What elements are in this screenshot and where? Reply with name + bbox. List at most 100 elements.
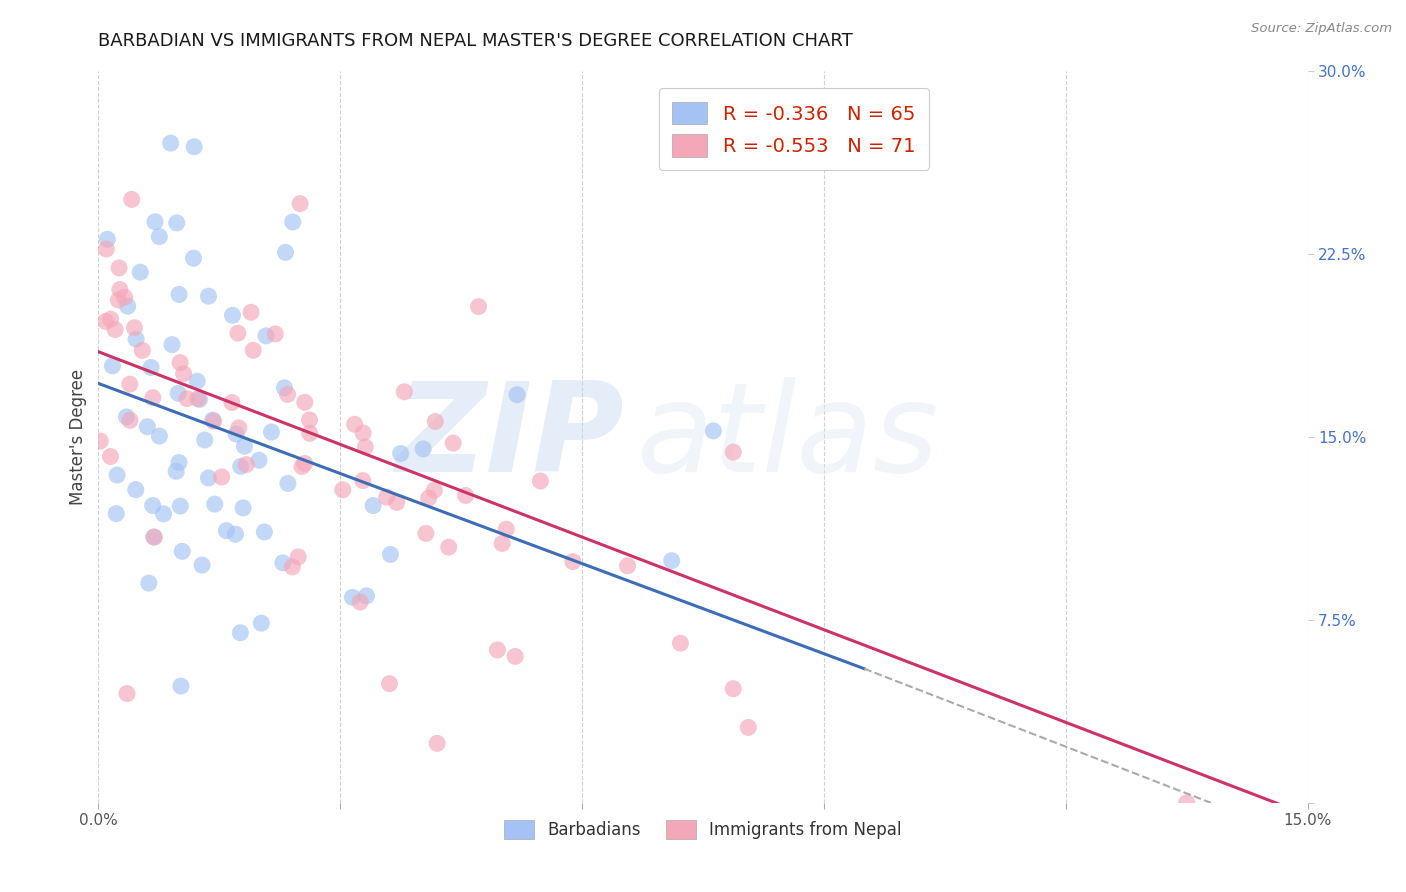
Point (287, 549, 309, 564)
Point (221, 395, 243, 409)
Point (142, 391, 165, 405)
Point (197, 471, 219, 485)
Point (380, 548, 402, 562)
Point (169, 355, 191, 369)
Point (361, 499, 384, 513)
Point (426, 736, 449, 750)
Point (121, 193, 143, 207)
Point (167, 386, 190, 401)
Point (616, 558, 638, 573)
Point (342, 591, 364, 605)
Point (221, 309, 243, 323)
Point (253, 524, 276, 539)
Point (118, 377, 141, 392)
Legend: Barbadians, Immigrants from Nepal: Barbadians, Immigrants from Nepal (498, 814, 908, 846)
Point (172, 544, 194, 558)
Point (101, 359, 124, 373)
Point (247, 453, 270, 467)
Point (394, 384, 416, 399)
Point (96, 242, 118, 256)
Point (165, 464, 187, 478)
Point (454, 489, 477, 503)
Point (669, 636, 692, 650)
Point (224, 527, 246, 541)
Point (139, 360, 162, 375)
Point (160, 337, 183, 351)
Point (254, 328, 277, 343)
Point (281, 215, 304, 229)
Point (226, 326, 249, 340)
Point (354, 440, 377, 454)
Point (232, 500, 254, 515)
Point (173, 367, 195, 381)
Point (229, 625, 252, 640)
Point (343, 417, 366, 432)
Point (138, 576, 160, 591)
Point (183, 251, 205, 265)
Point (124, 320, 146, 334)
Point (197, 289, 219, 303)
Point (187, 392, 209, 406)
Point (136, 419, 159, 434)
Point (240, 305, 263, 319)
Point (100, 312, 122, 326)
Point (412, 442, 434, 456)
Point (425, 414, 447, 428)
Point (273, 381, 295, 395)
Point (467, 300, 489, 314)
Point (167, 456, 190, 470)
Point (702, 424, 724, 438)
Point (288, 196, 311, 211)
Y-axis label: Master's Degree: Master's Degree (69, 369, 87, 505)
Text: atlas: atlas (637, 376, 939, 498)
Point (352, 474, 374, 488)
Point (423, 483, 446, 498)
Text: ZIP: ZIP (395, 376, 624, 498)
Point (737, 720, 759, 734)
Point (129, 265, 152, 279)
Point (281, 559, 304, 574)
Point (159, 136, 181, 150)
Point (215, 524, 238, 538)
Point (166, 216, 188, 230)
Point (233, 439, 256, 453)
Point (723, 681, 745, 696)
Point (114, 290, 136, 304)
Point (105, 468, 128, 483)
Point (264, 326, 287, 341)
Point (495, 522, 517, 536)
Point (389, 446, 412, 460)
Point (194, 433, 217, 447)
Point (661, 554, 683, 568)
Point (125, 483, 148, 497)
Point (375, 490, 398, 504)
Point (260, 425, 283, 439)
Point (298, 413, 321, 427)
Point (131, 343, 153, 358)
Point (169, 499, 191, 513)
Point (188, 392, 211, 407)
Point (96, 232, 118, 246)
Point (723, 445, 745, 459)
Point (529, 474, 551, 488)
Point (107, 293, 129, 307)
Point (437, 540, 460, 554)
Point (176, 392, 198, 406)
Point (229, 459, 252, 474)
Point (125, 332, 148, 346)
Point (170, 679, 193, 693)
Point (332, 483, 354, 497)
Point (378, 676, 401, 690)
Point (186, 374, 208, 388)
Point (242, 343, 264, 358)
Point (94, 314, 117, 328)
Point (142, 499, 165, 513)
Point (105, 507, 128, 521)
Point (291, 459, 314, 474)
Point (89, 434, 111, 448)
Point (418, 491, 440, 505)
Point (191, 558, 214, 573)
Point (115, 409, 138, 424)
Point (294, 395, 316, 409)
Point (117, 299, 139, 313)
